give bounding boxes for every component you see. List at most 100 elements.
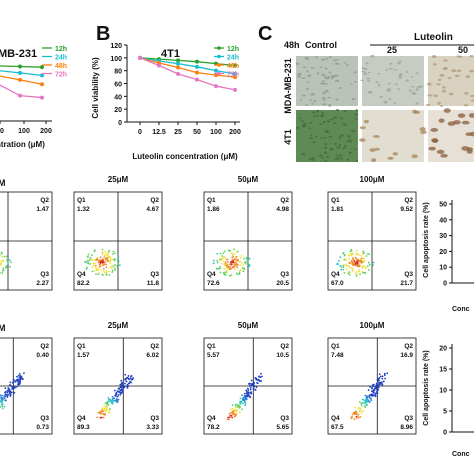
micrograph-cell [320, 114, 324, 118]
flow-event-dot [366, 403, 368, 406]
flow-event-dot [340, 266, 343, 268]
flow-event-dot [245, 397, 248, 400]
micrograph-cell [345, 63, 350, 66]
bar-top-tick-label: 20 [439, 249, 447, 256]
micrograph-cell [323, 160, 328, 162]
micrograph-cell [322, 103, 327, 106]
flow-event-dot [9, 393, 12, 396]
flow-event-dot [235, 256, 238, 258]
bar-bottom-ticks: 0 5 10 15 20 [439, 346, 452, 437]
flow-event-dot [109, 260, 112, 263]
micrograph-cell [395, 83, 398, 86]
micrograph-cell [301, 77, 306, 80]
flow-event-dot [248, 395, 251, 397]
flow-event-dot [9, 381, 12, 384]
flow-event-dot [219, 258, 221, 261]
flow-event-dot [229, 265, 231, 268]
panel-a-point [40, 65, 44, 70]
micrograph-cell [387, 156, 394, 160]
flow-event-dot [117, 260, 120, 263]
flow-event-dot [101, 259, 104, 262]
micrograph-cell [360, 79, 364, 82]
flow-event-dot [230, 267, 233, 270]
flow-event-dot [365, 267, 367, 270]
flow-plot-title: 100μM [360, 175, 385, 184]
micrograph-cell [453, 120, 461, 125]
flow-event-dot [350, 417, 353, 420]
flow-event-dot [243, 392, 246, 395]
flow-event-dot [94, 259, 96, 261]
flow-event-dot [105, 406, 108, 409]
flow-event-dot [351, 267, 354, 270]
flow-event-dot [105, 407, 107, 410]
flow-event-dot [359, 416, 362, 418]
flow-event-dot [372, 385, 375, 388]
micrograph-cell [456, 69, 462, 72]
flow-event-dot [98, 263, 101, 266]
micrograph-cell [443, 108, 451, 113]
flow-q1-label: Q1 [207, 197, 216, 204]
flow-q2-value: 0.40 [36, 352, 49, 359]
flow-event-dot [12, 387, 14, 390]
micrograph-cell [327, 120, 330, 123]
flow-event-dot [360, 403, 363, 405]
flow-q2-value: 4.98 [276, 206, 289, 213]
flow-event-dot [356, 415, 359, 418]
flow-event-dot [108, 409, 111, 412]
flow-event-dot [232, 253, 235, 256]
micrograph-cell [305, 57, 308, 59]
panel-c-time-label: 48h [284, 40, 300, 50]
flow-event-dot [226, 265, 228, 268]
flow-event-dot [248, 382, 250, 385]
micrograph-cell [341, 147, 346, 150]
micrograph-cell [331, 76, 334, 80]
flow-q3-value: 8.96 [400, 424, 413, 431]
flow-event-dot [231, 256, 234, 259]
flow-event-dot [10, 391, 12, 394]
flow-event-dot [238, 273, 241, 275]
flow-event-dot [101, 273, 104, 276]
flow-q3-label: Q3 [150, 415, 159, 422]
micrograph-cell [302, 66, 307, 68]
flow-event-dot [90, 258, 93, 261]
flow-event-dot [378, 383, 381, 386]
flow-event-dot [94, 249, 96, 252]
flow-event-dot [377, 386, 380, 389]
flow-event-dot [16, 385, 19, 388]
flow-event-dot [355, 273, 358, 275]
flow-event-dot [239, 406, 242, 408]
flow-event-dot [362, 410, 365, 413]
flow-q4-value: 78.2 [207, 424, 220, 431]
flow-event-dot [366, 265, 369, 268]
flow-q2-label: Q2 [280, 197, 289, 204]
micrograph-cell [366, 77, 371, 80]
micrograph-cell [398, 76, 402, 79]
panel-b-point [176, 61, 180, 66]
micrograph-cell [408, 89, 412, 92]
flow-event-dot [89, 257, 92, 260]
flow-event-dot [226, 271, 229, 274]
flow-event-dot [378, 376, 381, 379]
flow-event-dot [98, 272, 101, 275]
micrograph-cell [306, 81, 310, 84]
panel-b-chart: B 4T1 0 20 40 60 80 100 120 0 12.5 25 50 100 200 12… [91, 23, 241, 161]
flow-q1-value: 1.81 [331, 206, 344, 213]
flow-event-dot [348, 273, 351, 276]
panel-b-yticks: 0 20 40 60 80 100 120 [110, 43, 127, 127]
micrograph-cell [336, 146, 341, 149]
panel-c-col-50: 50 [458, 45, 468, 55]
flow-q4-label: Q4 [77, 271, 86, 278]
flow-event-dot [97, 411, 100, 414]
micrograph-cell [324, 67, 328, 70]
panel-b-point [195, 70, 199, 75]
micrograph-cell [322, 82, 327, 85]
flow-event-dot [378, 379, 380, 382]
flow-event-dot [357, 413, 360, 416]
flow-event-dot [358, 270, 360, 272]
flow-q3-value: 21.7 [400, 280, 413, 287]
flow-row-1: Q2 1.47 Q3 2.27 25μM Q1 1.32 Q2 4.67 Q3 11.8 Q4 82.2… [0, 175, 417, 291]
flow-event-dot [354, 256, 357, 259]
flow-q1-label: Q1 [77, 343, 86, 350]
flow-event-dot [339, 256, 342, 259]
